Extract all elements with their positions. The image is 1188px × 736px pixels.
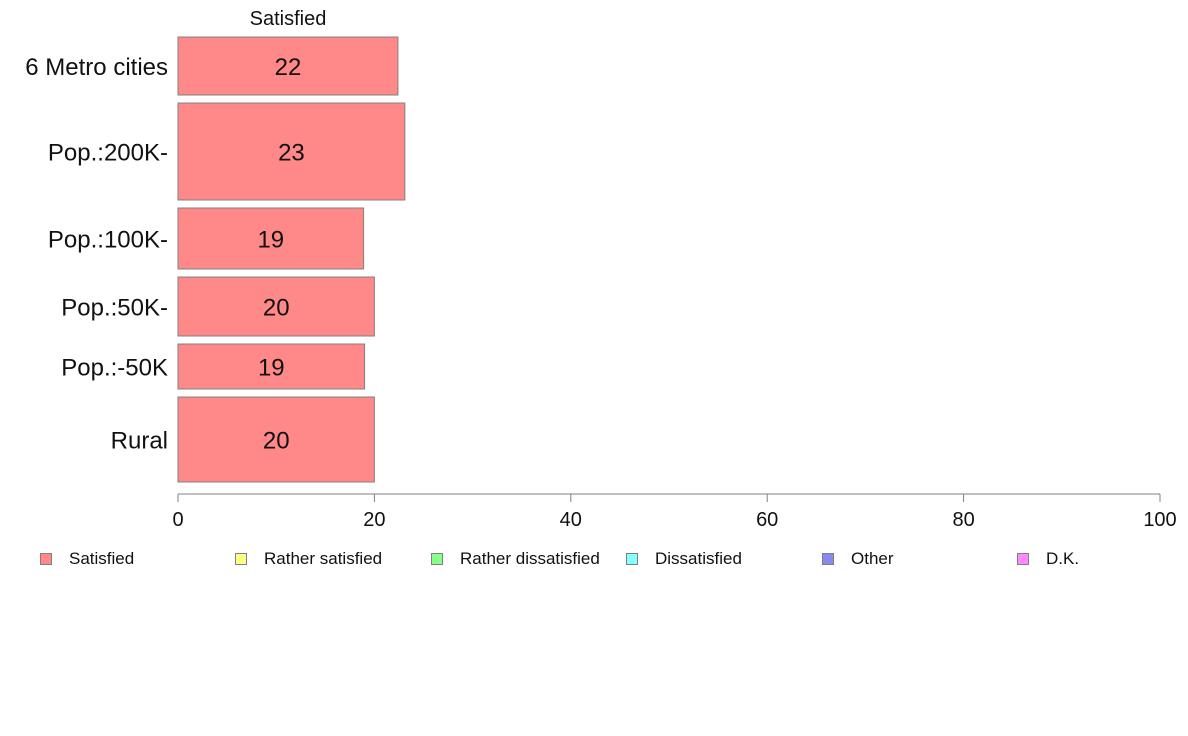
data-label: 19 bbox=[258, 355, 285, 382]
legend-item-rather-dissatisfied: Rather dissatisfied bbox=[431, 548, 600, 570]
data-label: 20 bbox=[263, 428, 290, 455]
legend-swatch bbox=[431, 553, 443, 565]
legend-item-dissatisfied: Dissatisfied bbox=[626, 548, 742, 570]
category-label: Rural bbox=[111, 428, 168, 455]
x-tick-label: 0 bbox=[172, 509, 183, 531]
category-label: Pop.:-50K bbox=[61, 355, 168, 382]
legend-label: D.K. bbox=[1046, 549, 1080, 568]
bar bbox=[177, 276, 375, 337]
legend-label: Satisfied bbox=[69, 549, 135, 568]
legend-swatch bbox=[40, 553, 52, 565]
data-label: 20 bbox=[263, 295, 290, 322]
data-label: 19 bbox=[257, 227, 284, 254]
legend-label: Dissatisfied bbox=[655, 549, 742, 568]
legend-item-other: Other bbox=[822, 548, 894, 570]
series-header: Satisfied bbox=[250, 8, 327, 30]
category-label: 6 Metro cities bbox=[25, 54, 168, 81]
x-tick-label: 60 bbox=[756, 509, 778, 531]
category-label: Pop.:100K- bbox=[48, 227, 168, 254]
bar bbox=[177, 36, 399, 96]
bar bbox=[177, 396, 375, 483]
legend-label: Rather satisfied bbox=[264, 549, 383, 568]
legend-label: Other bbox=[851, 549, 894, 568]
legend-item-satisfied: Satisfied bbox=[40, 548, 134, 570]
legend-item-dk: D.K. bbox=[1017, 548, 1079, 570]
legend-swatch bbox=[626, 553, 638, 565]
x-tick-label: 20 bbox=[363, 509, 385, 531]
x-tick-label: 100 bbox=[1143, 509, 1176, 531]
legend-swatch bbox=[1017, 553, 1029, 565]
x-tick-label: 80 bbox=[952, 509, 974, 531]
legend-item-rather-satisfied: Rather satisfied bbox=[235, 548, 382, 570]
data-label: 23 bbox=[278, 140, 305, 167]
data-label: 22 bbox=[275, 54, 302, 81]
legend-swatch bbox=[822, 553, 834, 565]
bar bbox=[177, 343, 366, 390]
category-label: Pop.:200K- bbox=[48, 140, 168, 167]
chart-area: Satisfied 6 Metro cities 22 Pop.:200K- 23 Pop… bbox=[25, 8, 1176, 531]
legend: Satisfied Rather satisfied Rather dissat… bbox=[0, 548, 1188, 570]
legend-swatch bbox=[235, 553, 247, 565]
bar bbox=[177, 207, 365, 270]
category-label: Pop.:50K- bbox=[61, 295, 168, 322]
x-tick-label: 40 bbox=[560, 509, 582, 531]
bar bbox=[177, 102, 406, 201]
legend-label: Rather dissatisfied bbox=[460, 549, 600, 568]
